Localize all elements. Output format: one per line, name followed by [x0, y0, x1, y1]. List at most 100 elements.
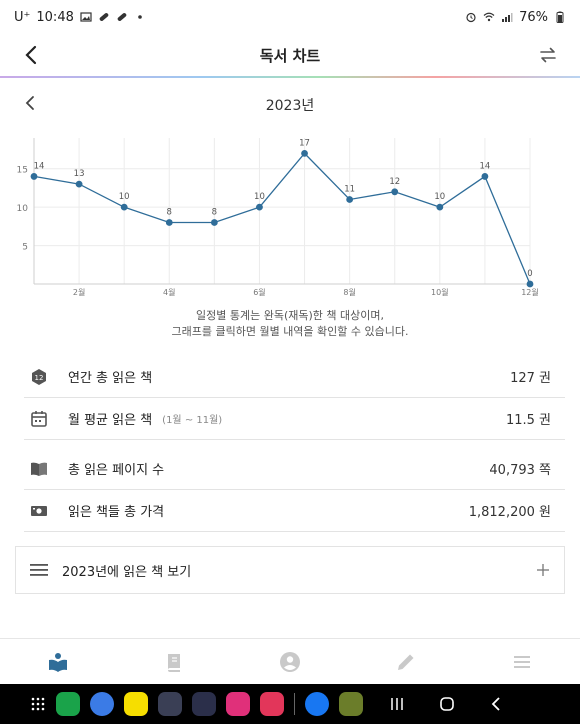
y-tick-label: 5	[22, 243, 28, 253]
previous-year-chevron-icon[interactable]	[20, 92, 42, 114]
data-label: 14	[34, 161, 45, 171]
money-icon	[31, 505, 47, 516]
data-point[interactable]	[346, 196, 354, 203]
menu-icon	[514, 655, 530, 668]
data-point[interactable]	[481, 173, 489, 180]
y-tick-label: 15	[17, 166, 28, 176]
tab-write[interactable]	[348, 639, 464, 685]
plus-icon[interactable]	[536, 563, 550, 577]
data-point[interactable]	[526, 280, 534, 288]
stat-label: 총 읽은 페이지 수	[68, 463, 165, 478]
line-chart[interactable]: 5 10 15 2월 4월 6월 8월 10월 12월 14 13 10 8 8 10 17 11 12 10 14 0	[0, 128, 580, 303]
y-tick-label: 10	[17, 204, 29, 214]
data-point[interactable]	[256, 203, 263, 211]
tab-menu[interactable]	[464, 639, 580, 685]
facebook-app-icon[interactable]	[305, 692, 329, 716]
book-icon	[168, 653, 180, 672]
year-navigation: 2023년	[0, 86, 580, 122]
camera-app-icon[interactable]	[260, 692, 284, 716]
books-of-year-expander[interactable]: 2023년에 읽은 책 보기	[15, 546, 565, 594]
data-label: 10	[119, 192, 130, 202]
data-label: 10	[434, 192, 445, 202]
stat-value: 11.5 권	[505, 413, 551, 428]
kakaotalk-app-icon[interactable]	[124, 692, 148, 716]
signal-icon	[502, 13, 513, 22]
data-label: 14	[479, 161, 490, 171]
pill-notification-icon	[117, 13, 127, 21]
tab-profile[interactable]	[232, 639, 348, 685]
data-label: 12	[389, 177, 400, 187]
back-arrow-icon[interactable]	[20, 43, 44, 67]
stat-total-price: 읽은 책들 총 가격 1,812,200 원	[24, 490, 565, 532]
status-bar: U⁺ 10:48 76%	[0, 0, 580, 34]
chart-note: 일정별 통계는 완독(재독)한 책 대상이며, 그래프를 클릭하면 월별 내역을…	[0, 308, 580, 340]
x-tick-label: 2월	[73, 287, 85, 297]
flower-app-icon[interactable]	[226, 692, 250, 716]
open-book-icon	[31, 462, 47, 476]
header-divider	[0, 76, 580, 78]
badge-number: 12	[35, 374, 44, 382]
data-label: 8	[167, 208, 172, 218]
pencil-icon	[398, 654, 414, 670]
app-header: 독서 차트	[0, 34, 580, 76]
x-tick-label: 4월	[163, 287, 175, 297]
data-point[interactable]	[301, 149, 308, 157]
data-point[interactable]	[120, 203, 128, 211]
carrier-label: U⁺	[14, 9, 31, 25]
page-title: 독서 차트	[259, 46, 321, 65]
data-label: 11	[344, 184, 355, 194]
stat-value: 1,812,200 원	[468, 505, 551, 520]
stat-annual-books: 12 연간 총 읽은 책 127 권	[24, 356, 565, 398]
dock-divider	[294, 693, 295, 715]
data-point[interactable]	[30, 173, 38, 180]
stat-label: 월 평균 읽은 책	[68, 413, 153, 428]
stat-monthly-average: 월 평균 읽은 책 (1월 ~ 11월) 11.5 권	[24, 398, 565, 440]
swap-arrows-icon[interactable]	[536, 43, 560, 67]
stats-list: 12 연간 총 읽은 책 127 권 월 평균 읽은 책 (1월 ~ 11월) …	[24, 356, 565, 532]
data-label: 8	[212, 208, 217, 218]
phone-app-icon[interactable]	[56, 692, 80, 716]
x-tick-label: 8월	[343, 287, 355, 297]
series-line	[33, 152, 531, 285]
monthly-reading-chart[interactable]: 5 10 15 2월 4월 6월 8월 10월 12월 14 13 10 8 8 10 17 11 12 10 14 0	[0, 128, 580, 303]
stat-value: 127 권	[510, 371, 551, 386]
back-button-icon[interactable]	[489, 696, 505, 712]
stat-label: 읽은 책들 총 가격	[68, 505, 165, 520]
data-point[interactable]	[75, 180, 83, 188]
data-point[interactable]	[165, 219, 173, 226]
account-circle-icon	[280, 651, 300, 672]
calendar-badge-icon: 12	[32, 368, 46, 385]
game-app-icon[interactable]	[339, 692, 363, 716]
folder-app-icon[interactable]	[158, 692, 182, 716]
stat-total-pages: 총 읽은 페이지 수 40,793 쪽	[24, 448, 565, 490]
recent-apps-icon[interactable]	[389, 696, 405, 712]
app-drawer-icon[interactable]	[30, 696, 46, 712]
year-label: 2023년	[265, 98, 315, 114]
books-of-year-label: 2023년에 읽은 책 보기	[62, 564, 192, 580]
stat-sublabel: (1월 ~ 11월)	[162, 415, 223, 426]
tab-reading[interactable]	[0, 639, 116, 685]
messages-app-icon[interactable]	[90, 692, 114, 716]
data-label: 0	[527, 269, 532, 279]
more-notifications-dot-icon	[138, 15, 142, 19]
data-point[interactable]	[436, 203, 444, 211]
battery-percent: 76%	[519, 9, 548, 25]
data-point[interactable]	[391, 188, 399, 196]
gallery-notification-icon	[80, 12, 92, 22]
clock: 10:48	[36, 9, 74, 25]
stat-label: 연간 총 읽은 책	[68, 371, 153, 386]
tab-books[interactable]	[116, 639, 232, 685]
battery-icon	[556, 11, 564, 23]
data-label: 13	[74, 169, 85, 179]
system-navigation-bar	[0, 684, 580, 724]
reading-person-icon	[49, 652, 67, 672]
data-point[interactable]	[210, 219, 218, 226]
home-button-icon[interactable]	[439, 696, 455, 712]
chart-note-line-2: 그래프를 클릭하면 월별 내역을 확인할 수 있습니다.	[171, 325, 409, 338]
alarm-icon	[466, 12, 476, 23]
apps-folder-icon[interactable]	[192, 692, 216, 716]
x-tick-label: 6월	[253, 287, 265, 297]
x-tick-label: 12월	[521, 287, 539, 297]
stat-value: 40,793 쪽	[489, 463, 551, 478]
bottom-tab-bar	[0, 638, 580, 684]
